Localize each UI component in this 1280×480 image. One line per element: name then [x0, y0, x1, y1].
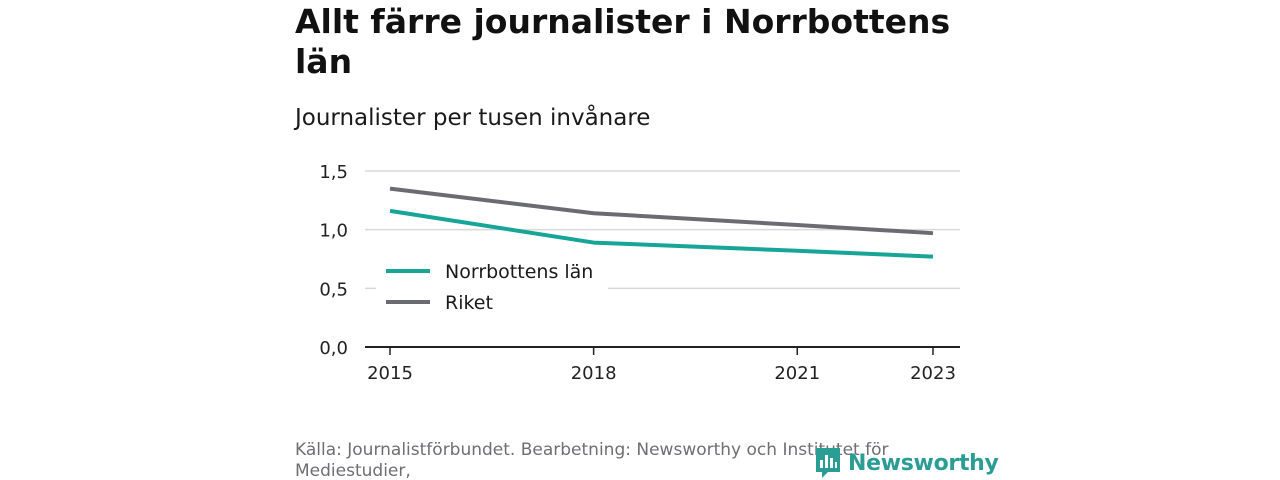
- brand-name: Newsworthy: [848, 450, 999, 476]
- x-tick-label: 2015: [367, 363, 413, 384]
- x-tick-label: 2018: [571, 363, 617, 384]
- y-tick-label: 1,0: [319, 221, 348, 242]
- brand-logo[interactable]: Newsworthy: [814, 446, 999, 480]
- line-chart: 0,0 0,5 1,0 1,5 2015 2018 2021 2023 Norrbottens …: [319, 162, 960, 384]
- source-note: Källa: Journalistförbundet. Bearbetning:…: [295, 440, 889, 480]
- chart-subtitle: Journalister per tusen invånare: [295, 105, 651, 131]
- chart-title: Allt färre journalister i Norrbottens lä…: [295, 2, 951, 81]
- series-line-norrbotten: [389, 208, 934, 259]
- x-tick-label: 2023: [910, 363, 956, 384]
- series-line-riket: [389, 186, 934, 236]
- legend-label: Norrbottens län: [445, 261, 593, 283]
- y-tick-label: 0,0: [319, 338, 348, 359]
- y-tick-label: 0,5: [319, 279, 348, 300]
- legend-label: Riket: [445, 292, 493, 314]
- newsworthy-logo-icon: [816, 448, 840, 478]
- y-tick-label: 1,5: [319, 162, 348, 183]
- x-tick-label: 2021: [774, 363, 820, 384]
